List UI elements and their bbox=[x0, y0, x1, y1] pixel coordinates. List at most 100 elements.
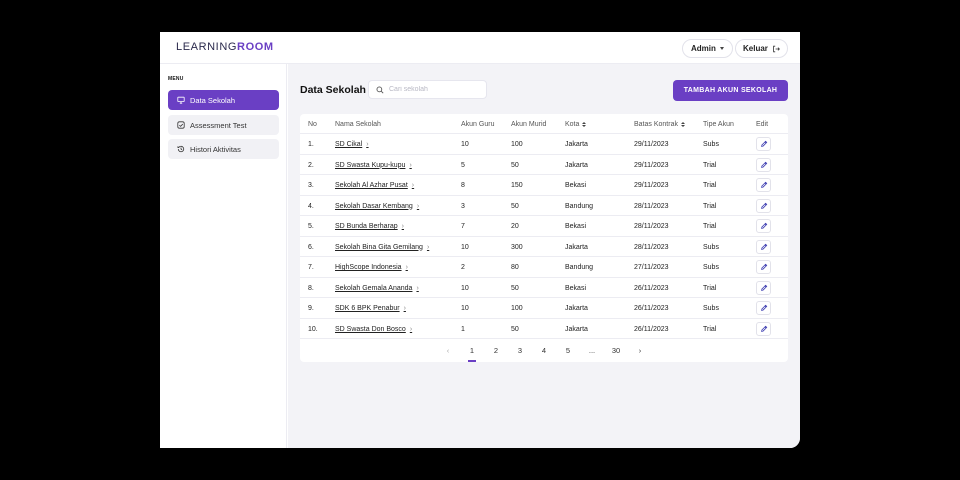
sidebar: MENU Data Sekolah Assessment Test Histor… bbox=[160, 64, 287, 448]
edit-button[interactable] bbox=[756, 219, 771, 233]
chevron-right-icon: › bbox=[416, 202, 420, 210]
pencil-icon bbox=[760, 284, 767, 291]
cell-no: 10. bbox=[308, 325, 318, 333]
page-button[interactable]: 2 bbox=[493, 346, 499, 355]
column-header-label: Kota bbox=[565, 121, 580, 128]
edit-button[interactable] bbox=[756, 137, 771, 151]
cell-batas: 26/11/2023 bbox=[634, 305, 669, 312]
school-name-link[interactable]: SD Cikal › bbox=[335, 141, 369, 148]
school-name-link[interactable]: SD Swasta Don Bosco › bbox=[335, 326, 412, 333]
sidebar-item-assessment-test[interactable]: Assessment Test bbox=[168, 115, 279, 135]
edit-button[interactable] bbox=[756, 260, 771, 274]
main-content: Data Sekolah TAMBAH AKUN SEKOLAH No Nama… bbox=[288, 64, 800, 448]
column-header-kota[interactable]: Kota bbox=[565, 121, 587, 128]
cell-no: 2. bbox=[308, 161, 314, 169]
school-name-link[interactable]: Sekolah Bina Gita Gemilang › bbox=[335, 244, 429, 251]
sidebar-item-label: Histori Aktivitas bbox=[190, 144, 241, 154]
chevron-right-icon: › bbox=[409, 325, 413, 333]
page-button[interactable]: 30 bbox=[611, 346, 621, 355]
user-menu-button[interactable]: Admin bbox=[682, 39, 733, 58]
school-name-link[interactable]: Sekolah Al Azhar Pusat › bbox=[335, 182, 414, 189]
cell-tipe: Trial bbox=[703, 325, 717, 333]
history-icon bbox=[177, 145, 185, 153]
edit-button[interactable] bbox=[756, 239, 771, 254]
add-school-account-button[interactable]: TAMBAH AKUN SEKOLAH bbox=[673, 80, 788, 101]
table-header: No Nama Sekolah Akun Guru Akun Murid Kot… bbox=[300, 114, 788, 134]
edit-button[interactable] bbox=[756, 301, 771, 315]
sidebar-item-data-sekolah[interactable]: Data Sekolah bbox=[168, 90, 279, 110]
cell-tipe: Trial bbox=[703, 161, 717, 169]
page-button[interactable]: 1 bbox=[469, 346, 475, 355]
cell-guru: 10 bbox=[461, 284, 469, 292]
cell-no: 4. bbox=[308, 202, 314, 210]
school-name-link[interactable]: Sekolah Dasar Kembang › bbox=[335, 203, 419, 210]
table-row: 7. HighScope Indonesia › 2 80 Bandung 27/11/20… bbox=[300, 257, 788, 278]
logo: LEARNING ROOM bbox=[176, 41, 274, 53]
cell-murid: 20 bbox=[511, 223, 519, 230]
table-row: 3. Sekolah Al Azhar Pusat › 8 150 Bekasi 29/11… bbox=[300, 175, 788, 196]
school-name-link[interactable]: SD Swasta Kupu-kupu › bbox=[335, 162, 412, 169]
search-input[interactable] bbox=[389, 86, 484, 93]
cell-guru: 1 bbox=[461, 325, 465, 333]
cell-tipe: Subs bbox=[703, 264, 719, 271]
table-row: 9. SDK 6 BPK Penabur › 10 100 Jakarta 26/11/20… bbox=[300, 298, 788, 319]
monitor-icon bbox=[177, 96, 185, 104]
column-header-batas-kontrak[interactable]: Batas Kontrak bbox=[634, 121, 685, 128]
cell-kota: Bekasi bbox=[565, 284, 587, 292]
edit-button[interactable] bbox=[756, 178, 771, 192]
school-name-link[interactable]: SDK 6 BPK Penabur › bbox=[335, 305, 406, 312]
page-button[interactable]: 4 bbox=[541, 346, 547, 355]
column-header: Edit bbox=[756, 121, 769, 128]
cell-guru: 10 bbox=[461, 141, 469, 148]
column-header: Nama Sekolah bbox=[335, 121, 381, 128]
cell-murid: 100 bbox=[511, 305, 523, 312]
checkbox-icon bbox=[177, 121, 185, 129]
school-name-link[interactable]: SD Bunda Berharap › bbox=[335, 223, 404, 230]
cell-murid: 150 bbox=[511, 182, 523, 189]
cell-kota: Bandung bbox=[565, 202, 594, 210]
logo-text: LEARNING bbox=[176, 41, 238, 53]
cell-murid: 100 bbox=[511, 141, 523, 148]
school-name-link[interactable]: Sekolah Gemala Ananda › bbox=[335, 285, 419, 292]
page-button[interactable]: 5 bbox=[565, 346, 571, 355]
pencil-icon bbox=[760, 202, 767, 209]
logout-button[interactable]: Keluar bbox=[735, 39, 788, 58]
school-name-text: HighScope Indonesia bbox=[335, 264, 402, 271]
chevron-right-icon: › bbox=[401, 223, 404, 230]
caret-down-icon bbox=[719, 47, 724, 50]
app-window: LEARNING ROOM Admin Keluar MENU Data Sek… bbox=[160, 32, 800, 448]
pagination: ‹ 1 2 3 4 5 ... 30 › bbox=[300, 342, 788, 362]
table-row: 10. SD Swasta Don Bosco › 1 50 Jakarta 26/11/2… bbox=[300, 319, 788, 339]
table-row: 8. Sekolah Gemala Ananda › 10 50 Bekasi 26/11/… bbox=[300, 278, 788, 298]
pencil-icon bbox=[760, 325, 767, 332]
sidebar-item-histori-aktivitas[interactable]: Histori Aktivitas bbox=[168, 139, 279, 159]
prev-page-button[interactable]: ‹ bbox=[446, 346, 450, 355]
cell-batas: 28/11/2023 bbox=[634, 243, 669, 251]
cell-no: 6. bbox=[308, 243, 314, 251]
school-name-link[interactable]: HighScope Indonesia › bbox=[335, 264, 408, 271]
next-page-button[interactable]: › bbox=[638, 346, 642, 355]
chevron-right-icon: › bbox=[366, 141, 369, 148]
pencil-icon bbox=[760, 243, 767, 250]
edit-button[interactable] bbox=[756, 321, 771, 336]
cell-guru: 2 bbox=[461, 264, 465, 271]
logout-icon bbox=[773, 45, 780, 52]
cell-murid: 300 bbox=[511, 243, 523, 251]
cell-tipe: Subs bbox=[703, 305, 719, 312]
cell-tipe: Trial bbox=[703, 223, 717, 230]
search-icon bbox=[376, 86, 384, 94]
edit-button[interactable] bbox=[756, 157, 771, 172]
edit-button[interactable] bbox=[756, 198, 771, 213]
table-row: 6. Sekolah Bina Gita Gemilang › 10 300 Jakart… bbox=[300, 237, 788, 257]
cell-no: 5. bbox=[308, 223, 314, 230]
cell-guru: 10 bbox=[461, 305, 469, 312]
page-button[interactable]: 3 bbox=[517, 346, 523, 355]
school-name-text: SD Bunda Berharap bbox=[335, 223, 398, 230]
chevron-right-icon: › bbox=[416, 284, 419, 292]
chevron-right-icon: › bbox=[411, 182, 415, 189]
column-header-label: Batas Kontrak bbox=[634, 121, 678, 128]
edit-button[interactable] bbox=[756, 280, 771, 295]
cell-kota: Jakarta bbox=[565, 243, 588, 251]
cell-batas: 29/11/2023 bbox=[634, 182, 669, 189]
cell-no: 9. bbox=[308, 305, 314, 312]
